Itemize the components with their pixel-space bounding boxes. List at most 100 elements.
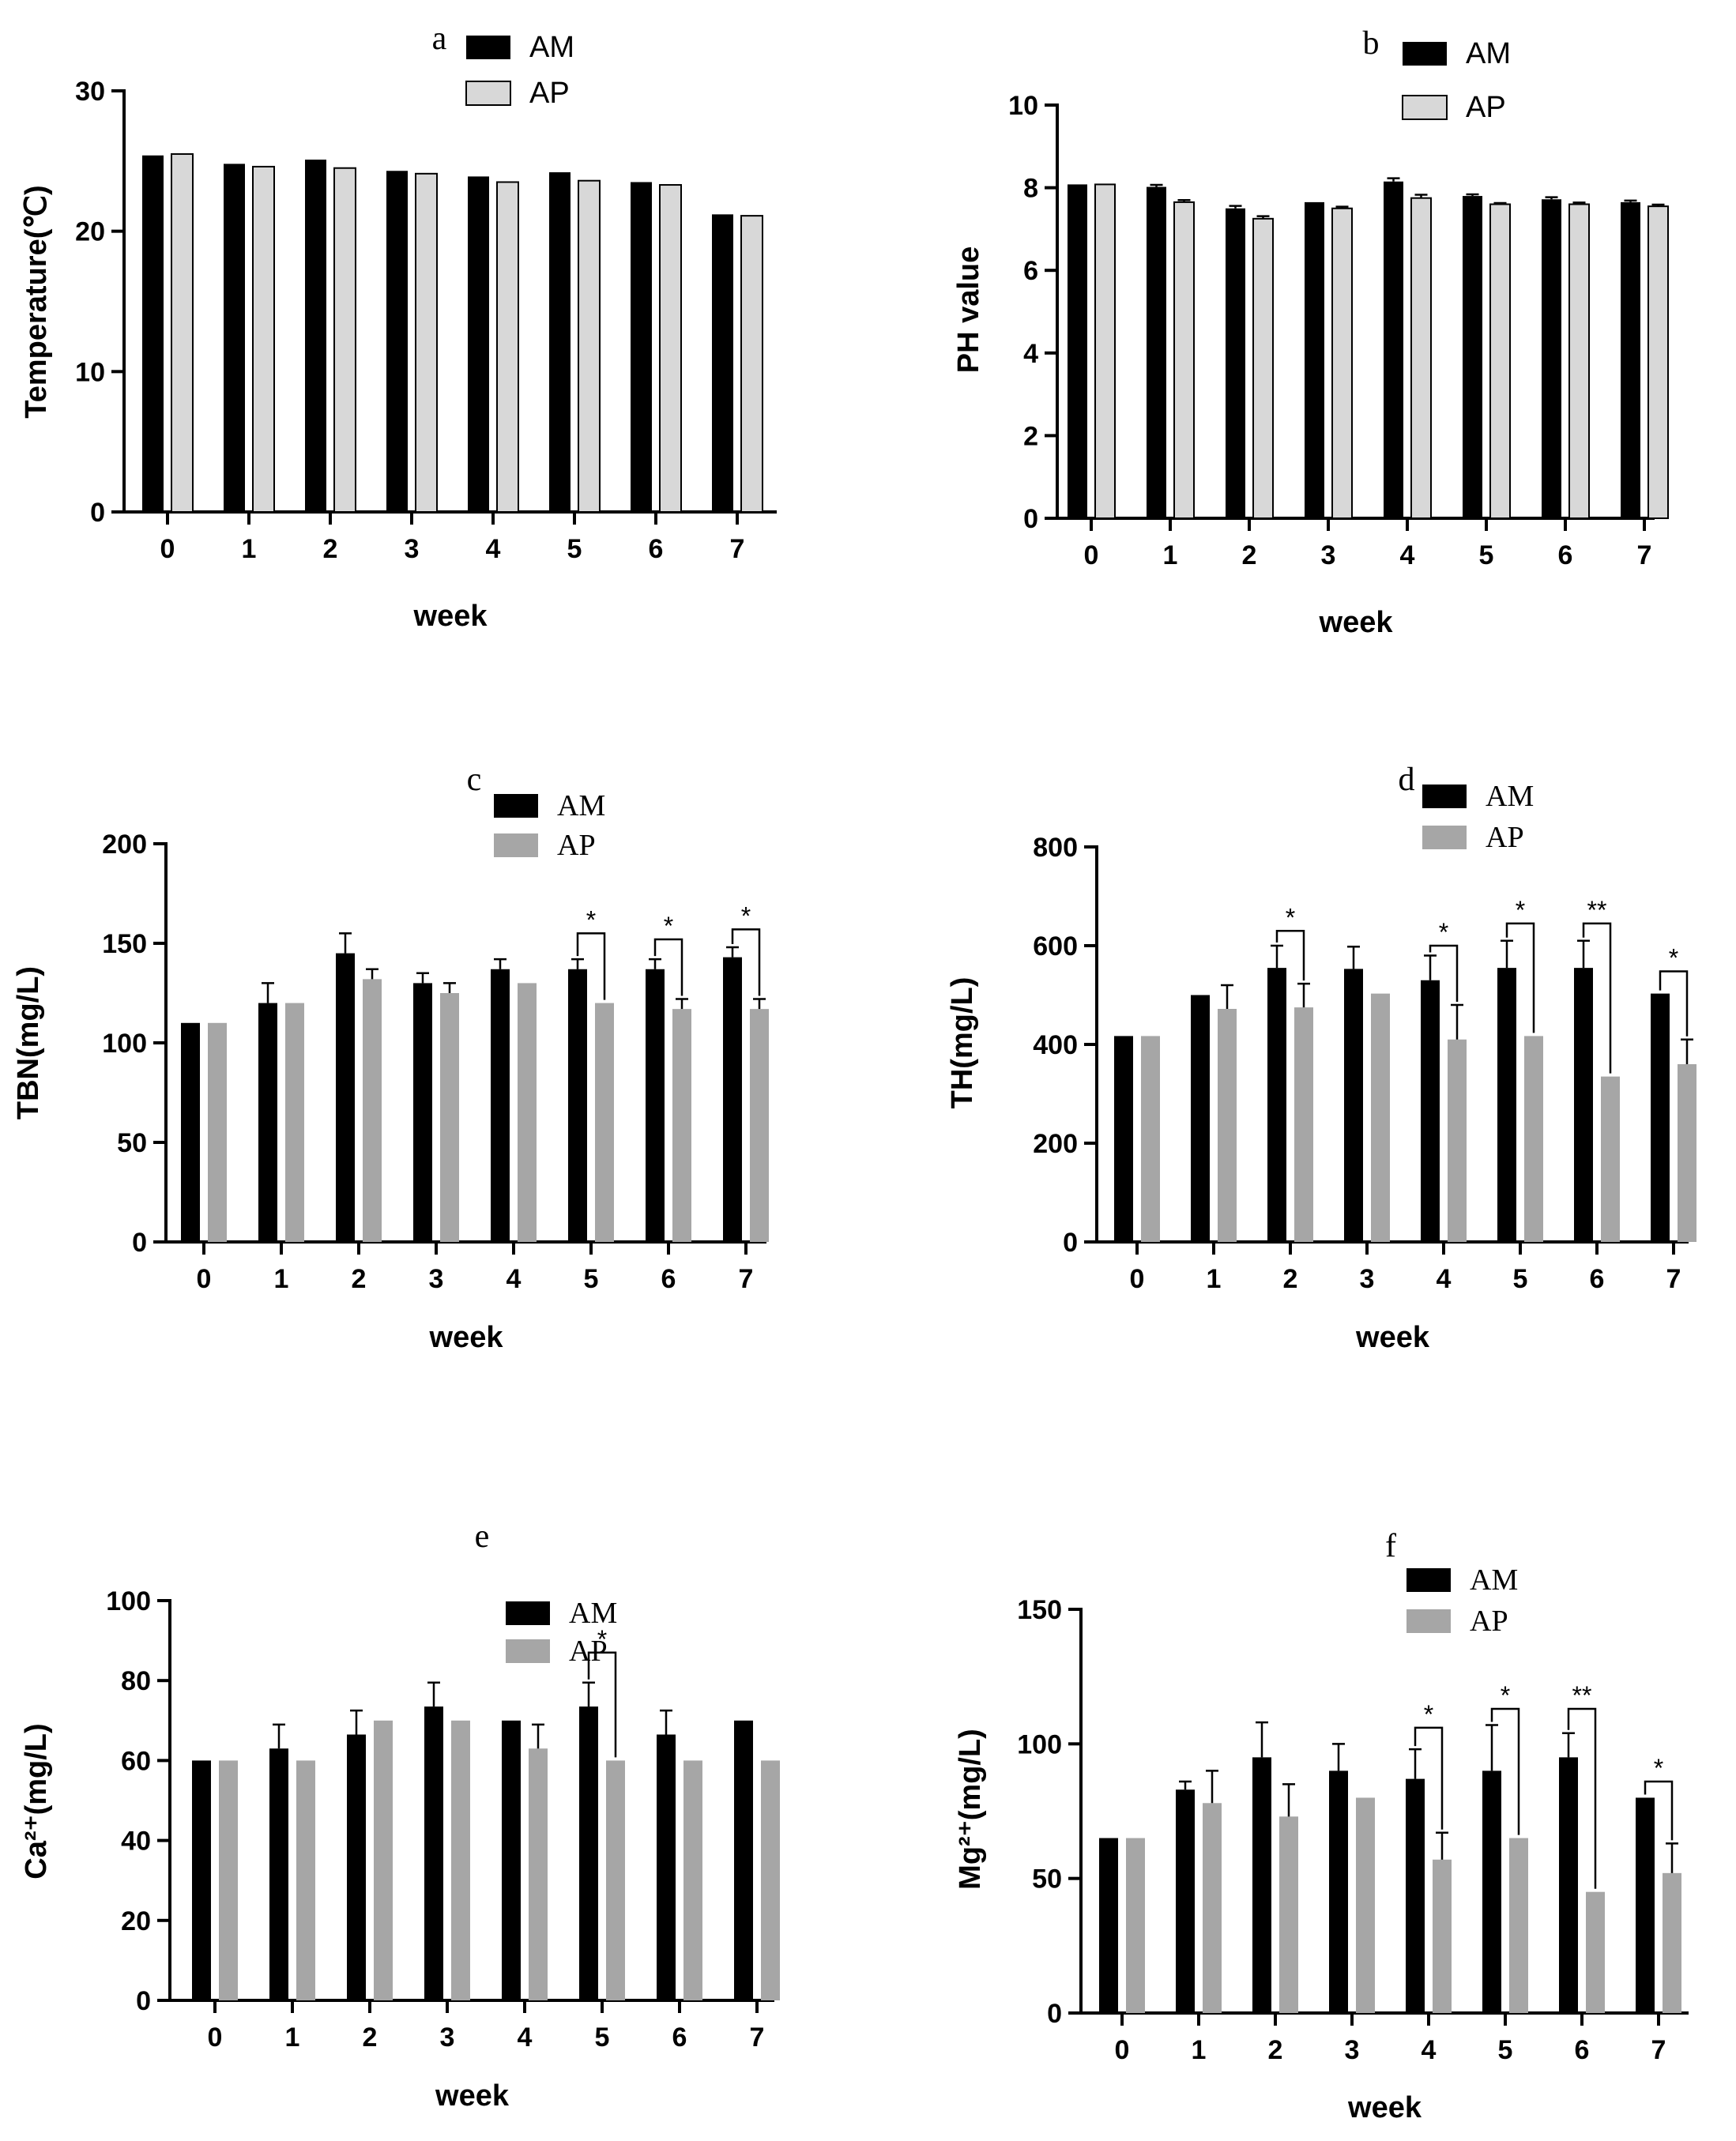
- error-bar-ap-week-6: [1572, 201, 1586, 205]
- y-tick-label: 20: [121, 1906, 151, 1936]
- legend-label-am: AM: [1466, 37, 1511, 70]
- y-tick-label: 6: [1023, 256, 1038, 286]
- x-axis-title: week: [1347, 2091, 1422, 2124]
- panel-title: c: [467, 762, 482, 798]
- bar-am-week-5: [568, 969, 587, 1242]
- bar-am-week-3: [1329, 1770, 1348, 2013]
- error-bar-am-week-3: [1347, 946, 1360, 969]
- bar-am-week-5: [579, 1706, 598, 2000]
- bar-am-week-0: [142, 155, 164, 512]
- bar-ap-week-7: [1648, 205, 1669, 519]
- bar-ap-week-1: [285, 1003, 304, 1242]
- error-bar-ap-week-4: [1451, 1003, 1463, 1040]
- y-axis-title: Ca²⁺(mg/L): [20, 1723, 53, 1879]
- x-tick-label: 4: [506, 1264, 522, 1294]
- x-tick-label: 5: [1498, 2035, 1513, 2065]
- error-bar-am-week-6: [660, 1709, 672, 1735]
- error-bar-am-week-6: [1577, 939, 1590, 969]
- y-tick-label: 0: [1023, 504, 1038, 534]
- bar-ap-week-1: [1218, 1009, 1237, 1242]
- significance-label: **: [1572, 1681, 1592, 1710]
- legend-swatch-am: [1403, 42, 1447, 66]
- significance-label: *: [664, 912, 673, 940]
- bar-ap-week-6: [1601, 1076, 1620, 1242]
- bar-am-week-4: [491, 969, 510, 1242]
- bar-ap-week-5: [1524, 1036, 1543, 1242]
- bar-am-week-5: [1497, 968, 1516, 1242]
- significance-label: *: [1424, 1700, 1433, 1729]
- y-tick-label: 0: [1063, 1228, 1078, 1258]
- error-bar-am-week-7: [726, 946, 739, 958]
- bar-ap-week-2: [1279, 1816, 1298, 2013]
- error-bar-ap-week-7: [1651, 203, 1665, 207]
- error-bar-ap-week-2: [1282, 1783, 1295, 1817]
- bar-am-week-6: [646, 969, 665, 1242]
- bar-ap-week-0: [171, 152, 194, 513]
- bar-ap-week-1: [1173, 201, 1195, 519]
- y-tick-label: 8: [1023, 174, 1038, 204]
- significance-label: *: [597, 1625, 607, 1654]
- error-bar-am-week-6: [1562, 1732, 1575, 1758]
- bar-am-week-7: [712, 214, 733, 512]
- legend-swatch-ap: [494, 833, 538, 857]
- error-bar-am-week-2: [339, 932, 352, 954]
- bar-am-week-0: [1099, 1838, 1118, 2013]
- x-tick-label: 6: [1590, 1264, 1605, 1294]
- bar-am-week-0: [181, 1022, 200, 1242]
- error-bar-ap-week-7: [1666, 1842, 1678, 1873]
- legend-swatch-am: [1422, 785, 1467, 808]
- bar-ap-week-0: [208, 1022, 227, 1242]
- x-tick-label: 5: [584, 1264, 599, 1294]
- bar-ap-week-5: [595, 1003, 614, 1242]
- bar-ap-week-3: [1371, 993, 1390, 1242]
- bar-am-week-2: [305, 160, 326, 512]
- error-bar-am-week-4: [1409, 1748, 1422, 1779]
- significance-bracket: [587, 1651, 617, 1758]
- x-tick-label: 7: [730, 534, 745, 564]
- legend-swatch-ap: [1402, 95, 1448, 120]
- chart-panel-b: b 0 2 4 6 8 10 PH value week 0 1 2 3 4 5 6 7 AM AP: [952, 25, 1669, 639]
- error-bar-am-week-5: [1466, 193, 1479, 197]
- y-tick-label: 2: [1023, 421, 1038, 451]
- x-tick-label: 2: [1283, 1264, 1298, 1294]
- y-tick-label: 0: [1047, 1999, 1062, 2029]
- x-tick-label: 4: [1400, 540, 1415, 570]
- bar-am-week-0: [1068, 184, 1087, 518]
- bar-ap-week-6: [659, 184, 682, 514]
- x-tick-label: 7: [739, 1264, 754, 1294]
- x-tick-label: 7: [1666, 1264, 1681, 1294]
- bar-ap-week-6: [1586, 1891, 1605, 2013]
- bar-am-week-1: [269, 1748, 288, 2000]
- error-bar-am-week-5: [1486, 1724, 1498, 1771]
- x-tick-label: 0: [1130, 1264, 1145, 1294]
- error-bar-am-week-5: [1501, 939, 1513, 969]
- bar-am-week-7: [1636, 1797, 1655, 2013]
- error-bar-am-week-2: [1271, 944, 1283, 969]
- x-axis-title: week: [413, 600, 488, 633]
- y-tick-label: 100: [106, 1586, 151, 1616]
- y-tick-label: 50: [1032, 1864, 1062, 1895]
- significance-bracket: [1582, 922, 1612, 1074]
- significance-label: *: [1516, 896, 1525, 924]
- bar-ap-week-7: [750, 1009, 769, 1242]
- legend-label-am: AM: [1486, 780, 1534, 813]
- y-axis-title: Mg²⁺(mg/L): [954, 1729, 987, 1890]
- bar-ap-week-3: [415, 172, 438, 513]
- significance-bracket: [653, 938, 683, 996]
- bar-ap-week-3: [451, 1720, 470, 2000]
- y-tick-label: 0: [132, 1228, 147, 1258]
- significance-bracket: [731, 928, 761, 996]
- y-tick-label: 200: [1033, 1129, 1078, 1159]
- bar-am-week-3: [1344, 969, 1363, 1242]
- x-tick-label: 5: [1479, 540, 1494, 570]
- legend-label-am: AM: [569, 1597, 617, 1630]
- y-tick-label: 100: [1017, 1729, 1062, 1759]
- y-axis-title: Temperature(℃): [20, 185, 53, 418]
- error-bar-am-week-6: [649, 958, 661, 969]
- bar-ap-week-5: [578, 179, 601, 513]
- error-bar-ap-week-7: [753, 998, 766, 1010]
- x-tick-label: 1: [242, 534, 257, 564]
- x-tick-label: 5: [567, 534, 582, 564]
- x-tick-label: 0: [160, 534, 175, 564]
- error-bar-ap-week-3: [443, 982, 456, 993]
